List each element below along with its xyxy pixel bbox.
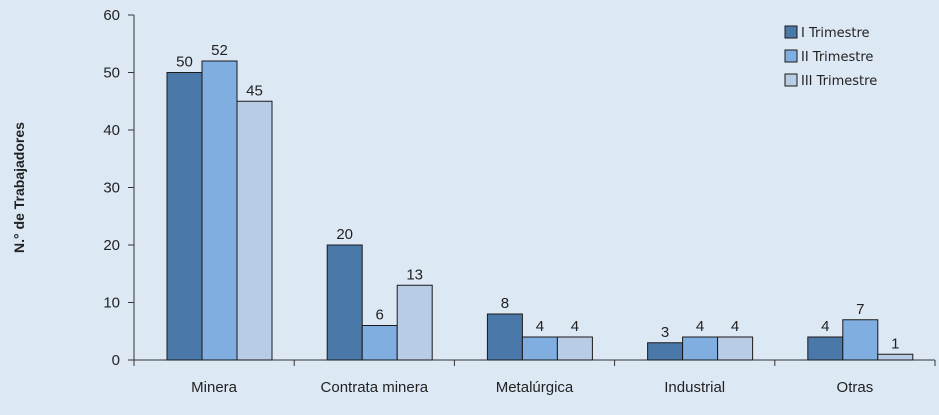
- legend-swatch: [784, 49, 798, 63]
- bar: [396, 284, 433, 361]
- legend-label: III Trimestre: [801, 74, 877, 89]
- bar: [682, 336, 719, 361]
- bar: [486, 313, 523, 361]
- y-tick-label: 10: [103, 295, 120, 312]
- y-tick-label: 60: [103, 7, 120, 24]
- y-tick-label: 20: [103, 237, 120, 254]
- data-label: 6: [376, 307, 384, 324]
- data-label: 3: [661, 324, 669, 341]
- y-tick-label: 50: [103, 65, 120, 82]
- data-label: 4: [731, 318, 739, 335]
- legend-label: II Trimestre: [801, 50, 873, 65]
- bar: [807, 336, 844, 361]
- y-axis-title: N.° de Trabajadores: [11, 122, 27, 253]
- y-tick-label: 30: [103, 180, 120, 197]
- bar: [717, 336, 754, 361]
- x-category-label: Otras: [837, 379, 874, 396]
- x-category-label: Contrata minera: [321, 379, 429, 396]
- x-category-label: Metalúrgica: [496, 379, 574, 396]
- bar: [326, 244, 363, 361]
- x-category-label: Minera: [191, 379, 238, 396]
- data-label: 7: [856, 301, 864, 318]
- bar: [521, 336, 558, 361]
- data-label: 50: [176, 54, 193, 71]
- legend-swatch: [784, 73, 798, 87]
- data-label: 20: [336, 226, 353, 243]
- bar: [647, 342, 684, 361]
- bar: [166, 72, 203, 361]
- data-label: 45: [246, 82, 263, 99]
- data-label: 4: [696, 318, 704, 335]
- y-tick-label: 0: [112, 352, 120, 369]
- bar: [201, 60, 238, 361]
- y-tick-label: 40: [103, 122, 120, 139]
- data-label: 8: [501, 295, 509, 312]
- bar: [556, 336, 593, 361]
- bar: [236, 100, 273, 361]
- data-label: 52: [211, 42, 228, 59]
- bar: [842, 319, 879, 361]
- x-category-label: Industrial: [664, 379, 725, 396]
- legend-swatch: [784, 25, 798, 39]
- data-label: 4: [571, 318, 579, 335]
- bar: [877, 353, 914, 361]
- data-label: 1: [891, 335, 899, 352]
- bar: [361, 325, 398, 361]
- data-label: 4: [536, 318, 544, 335]
- data-label: 4: [821, 318, 829, 335]
- data-label: 13: [406, 266, 423, 283]
- legend-label: I Trimestre: [801, 26, 870, 41]
